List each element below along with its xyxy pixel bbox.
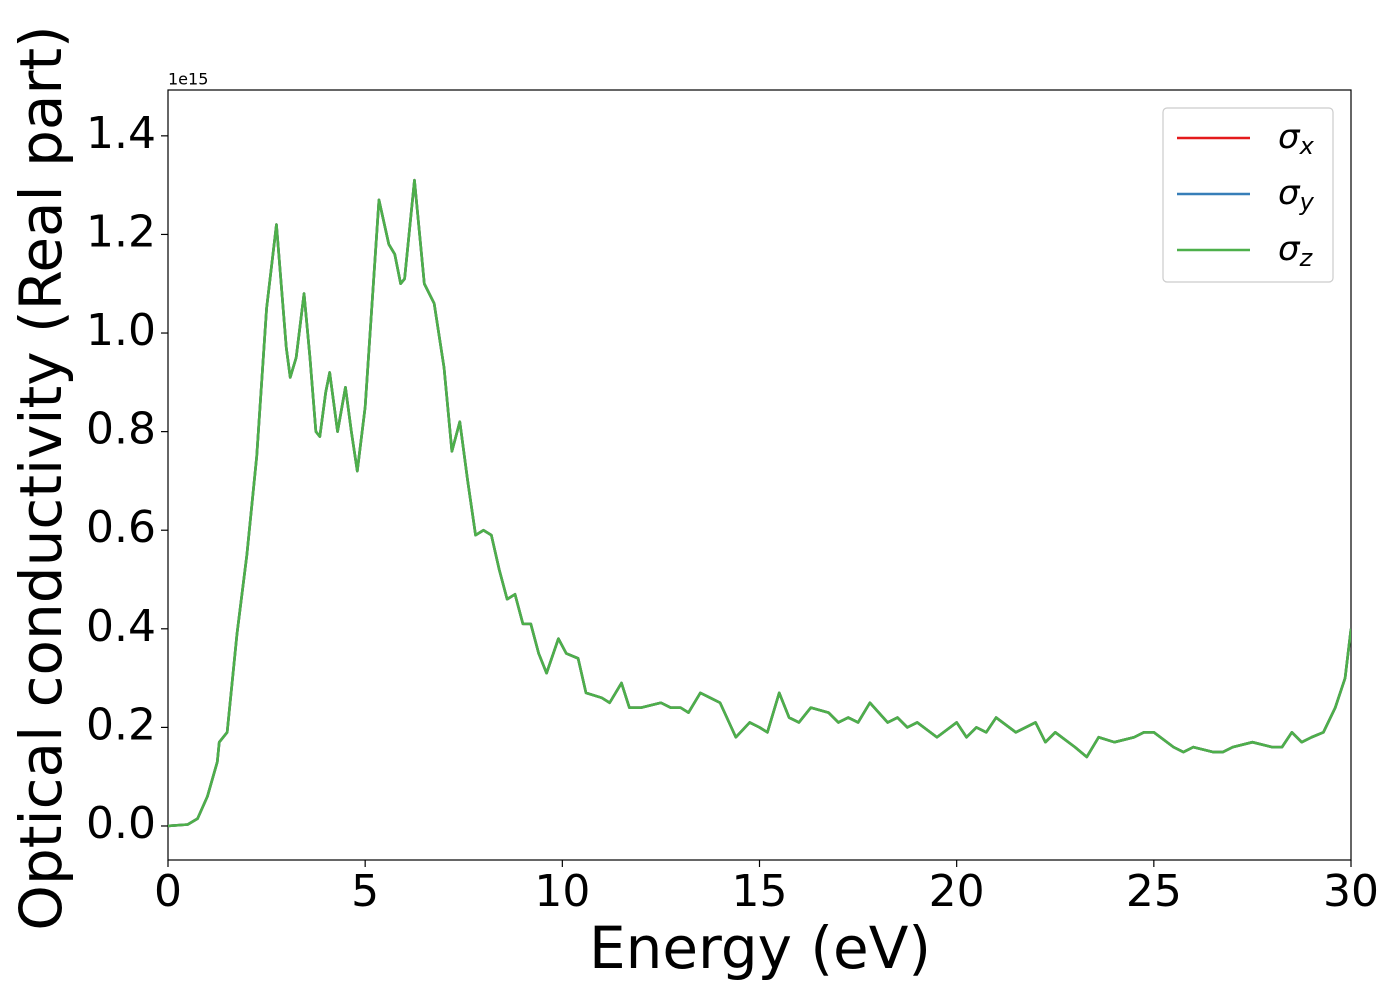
x-tick-label: 30 [1323, 866, 1379, 917]
x-tick-label: 10 [534, 866, 590, 917]
x-tick-label: 0 [154, 866, 182, 917]
legend-label: σz [1278, 229, 1314, 273]
y-tick-label: 0.2 [86, 699, 156, 750]
offset-label: 1e15 [168, 70, 208, 89]
x-tick-label: 25 [1126, 866, 1182, 917]
x-tick-label: 5 [351, 866, 379, 917]
x-axis-label: Energy (eV) [589, 914, 931, 982]
series-line [168, 178, 1351, 828]
y-tick-label: 0.6 [86, 502, 156, 553]
y-tick-label: 0.4 [86, 601, 156, 652]
y-tick-label: 1.2 [86, 206, 156, 257]
legend-label: σy [1278, 173, 1315, 217]
x-tick-label: 15 [732, 866, 788, 917]
y-tick-label: 1.0 [86, 305, 156, 356]
legend-label: σx [1278, 117, 1315, 161]
y-axis-label: Optical conductivity (Real part) [7, 25, 75, 930]
y-tick-label: 0.8 [86, 404, 156, 455]
y-tick-label: 1.4 [86, 108, 156, 159]
y-tick-label: 0.0 [86, 798, 156, 849]
x-tick-label: 20 [929, 866, 985, 917]
